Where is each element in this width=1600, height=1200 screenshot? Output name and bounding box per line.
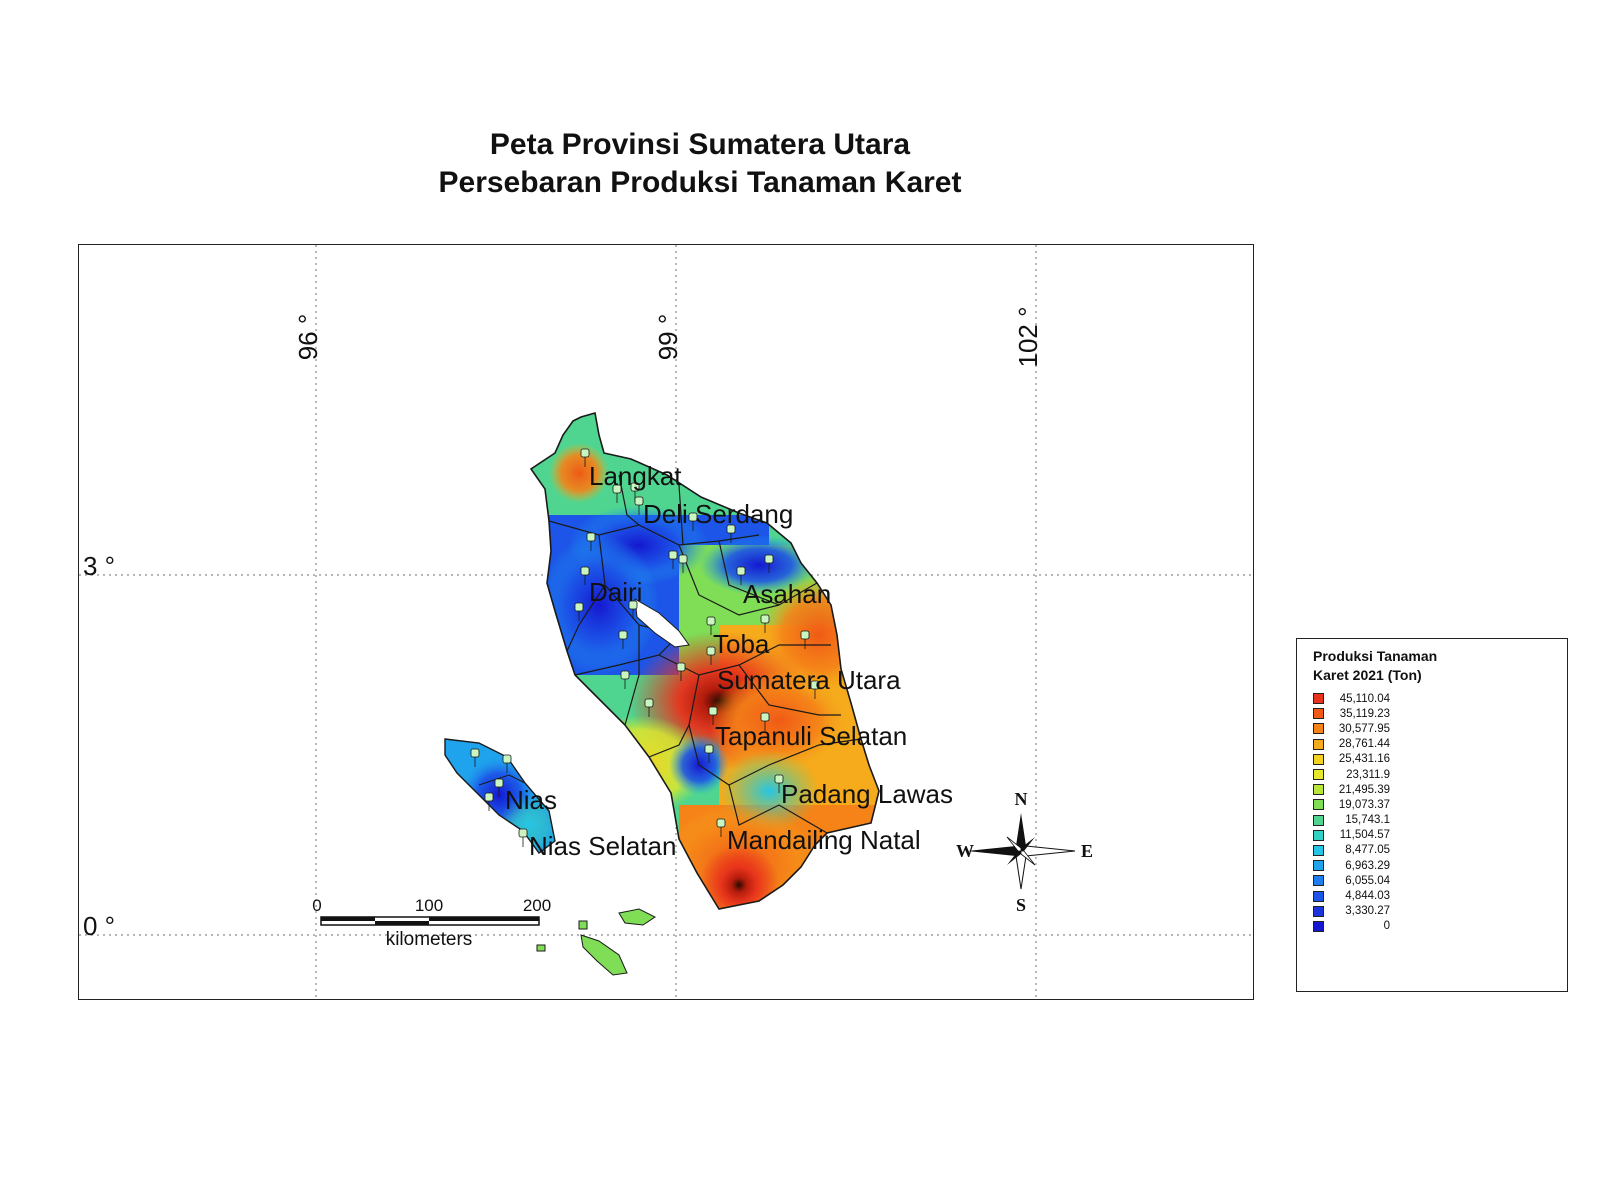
legend-swatch [1313, 844, 1324, 856]
legend-swatch [1313, 738, 1324, 750]
legend-swatch [1313, 799, 1324, 811]
legend-value: 3,330.27 [1345, 905, 1390, 918]
district-boundaries [529, 411, 880, 910]
legend-value: 35,119.23 [1339, 707, 1390, 720]
legend-swatch [1313, 875, 1324, 887]
lon-label-99: 99 ° [653, 314, 683, 361]
legend-item: 11,504.57 [1313, 828, 1390, 843]
legend-item: 25,431.16 [1313, 752, 1390, 767]
compass-e: E [1081, 841, 1093, 861]
station-markers [470, 448, 820, 847]
legend-value: 4,844.03 [1345, 890, 1390, 903]
legend-swatch [1313, 860, 1324, 872]
legend: Produksi Tanaman Karet 2021 (Ton) 45,110… [1296, 638, 1568, 992]
legend-swatch [1313, 708, 1324, 720]
legend-value: 23,311.9 [1346, 768, 1390, 781]
region-label-nias: Nias [505, 785, 557, 815]
legend-item: 6,055.04 [1313, 873, 1390, 888]
legend-item: 6,963.29 [1313, 858, 1390, 873]
map-frame: 96 ° 99 ° 102 ° 3 ° 0 ° Langkat Deli Ser… [78, 244, 1254, 1000]
legend-item: 15,743.1 [1313, 813, 1390, 828]
legend-item: 4,844.03 [1313, 888, 1390, 903]
legend-item: 28,761.44 [1313, 737, 1390, 752]
legend-swatch [1313, 723, 1324, 735]
region-label-padang-lawas: Padang Lawas [781, 779, 953, 809]
legend-swatch [1313, 905, 1324, 917]
legend-value: 30,577.95 [1338, 722, 1390, 735]
map-title-line1: Peta Provinsi Sumatera Utara [489, 128, 911, 161]
legend-swatch [1313, 814, 1324, 826]
compass-rose-icon: N S E W [956, 789, 1093, 915]
lon-label-96: 96 ° [293, 314, 323, 361]
legend-title-line1: Produksi Tanaman [1313, 648, 1438, 664]
scale-tick-100: 100 [415, 896, 443, 915]
lat-label-3: 3 ° [83, 551, 115, 581]
legend-value: 6,963.29 [1345, 859, 1390, 872]
mainland-surface [531, 413, 879, 909]
legend-value: 8,477.05 [1345, 844, 1390, 857]
batu-islands [536, 908, 656, 976]
legend-value: 6,055.04 [1345, 874, 1390, 887]
region-label-mandailing-natal: Mandailing Natal [727, 825, 921, 855]
scale-tick-0: 0 [312, 896, 321, 915]
lake-toba [634, 598, 690, 648]
region-label-deli-serdang: Deli Serdang [643, 499, 793, 529]
region-label-asahan: Asahan [743, 579, 831, 609]
legend-item: 23,311.9 [1313, 767, 1390, 782]
nias-boundary [478, 774, 526, 786]
legend-item: 8,477.05 [1313, 843, 1390, 858]
legend-item: 21,495.39 [1313, 782, 1390, 797]
legend-item: 30,577.95 [1313, 721, 1390, 736]
region-label-tapanuli-selatan: Tapanuli Selatan [715, 721, 907, 751]
compass-n: N [1015, 789, 1028, 809]
legend-swatch [1313, 890, 1324, 902]
legend-item: 3,330.27 [1313, 904, 1390, 919]
region-label-dairi: Dairi [589, 577, 642, 607]
legend-title: Produksi Tanaman Karet 2021 (Ton) [1313, 647, 1437, 685]
legend-value: 28,761.44 [1338, 738, 1390, 751]
legend-swatch [1313, 829, 1324, 841]
legend-value: 15,743.1 [1345, 814, 1390, 827]
legend-item: 45,110.04 [1313, 691, 1390, 706]
legend-item: 19,073.37 [1313, 797, 1390, 812]
region-labels: Langkat Deli Serdang Asahan Dairi Toba S… [505, 461, 953, 861]
legend-value: 0 [1383, 920, 1390, 933]
scale-bar: 0 100 200 kilometers [312, 896, 551, 950]
scale-tick-200: 200 [523, 896, 551, 915]
legend-item: 0 [1313, 919, 1390, 934]
legend-list: 45,110.04 35,119.23 30,577.95 28,761.44 25,4… [1313, 691, 1390, 934]
legend-item: 35,119.23 [1313, 706, 1390, 721]
legend-value: 19,073.37 [1338, 798, 1390, 811]
legend-swatch [1313, 753, 1324, 765]
compass-w: W [956, 841, 974, 861]
legend-value: 21,495.39 [1338, 783, 1390, 796]
legend-title-line2: Karet 2021 (Ton) [1313, 667, 1422, 683]
region-label-toba: Toba [713, 629, 770, 659]
scale-unit: kilometers [386, 929, 473, 950]
legend-swatch [1313, 784, 1324, 796]
map-title: Peta Provinsi Sumatera Utara Persebaran … [0, 126, 1400, 202]
lat-label-0: 0 ° [83, 911, 115, 941]
legend-value: 25,431.16 [1338, 753, 1390, 766]
graticule [79, 245, 1253, 999]
region-label-nias-selatan: Nias Selatan [529, 831, 676, 861]
lon-label-102: 102 ° [1013, 306, 1043, 367]
legend-value: 11,504.57 [1339, 829, 1390, 842]
legend-value: 45,110.04 [1339, 692, 1390, 705]
legend-swatch [1313, 769, 1324, 781]
region-label-langkat: Langkat [589, 461, 682, 491]
map-canvas: 96 ° 99 ° 102 ° 3 ° 0 ° Langkat Deli Ser… [79, 245, 1253, 999]
map-title-line2: Persebaran Produksi Tanaman Karet [438, 166, 962, 199]
legend-swatch [1313, 920, 1324, 932]
region-label-sumatera-utara: Sumatera Utara [717, 665, 901, 695]
compass-s: S [1016, 895, 1026, 915]
legend-swatch [1313, 693, 1324, 705]
